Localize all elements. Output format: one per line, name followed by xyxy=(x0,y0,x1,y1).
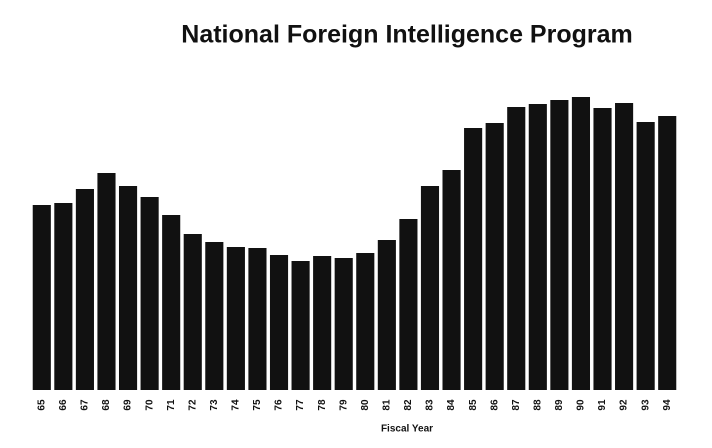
x-tick-label: 91 xyxy=(597,399,608,411)
x-tick-label: 92 xyxy=(619,399,630,411)
bar xyxy=(593,108,612,390)
bar xyxy=(334,258,353,390)
x-tick-label: 89 xyxy=(554,399,565,411)
x-tick-label: 74 xyxy=(231,399,242,411)
chart-title: National Foreign Intelligence Program xyxy=(181,21,632,49)
bar xyxy=(507,107,526,390)
x-tick-label: 65 xyxy=(36,399,47,411)
bar xyxy=(54,203,73,390)
bar xyxy=(140,197,159,390)
bar xyxy=(636,122,655,390)
x-tick-label: 87 xyxy=(511,399,522,411)
bar xyxy=(399,219,418,390)
x-tick-label: 66 xyxy=(58,399,69,411)
bar xyxy=(485,123,504,390)
x-axis-label: Fiscal Year xyxy=(381,424,433,435)
bar xyxy=(615,103,634,390)
bar xyxy=(550,100,569,390)
bar xyxy=(528,104,547,390)
bar xyxy=(291,261,310,390)
x-tick-label: 82 xyxy=(403,399,414,411)
x-tick-label: 93 xyxy=(640,399,651,411)
bar xyxy=(356,253,375,390)
bar xyxy=(464,128,483,390)
x-tick-label: 86 xyxy=(489,399,500,411)
x-tick-label: 90 xyxy=(576,399,587,411)
bar xyxy=(32,205,51,390)
x-tick-label: 78 xyxy=(317,399,328,411)
bar xyxy=(226,247,245,390)
x-tick-label: 85 xyxy=(468,399,479,411)
x-tick-label: 68 xyxy=(101,399,112,411)
bar xyxy=(269,255,289,390)
bar xyxy=(442,170,461,390)
x-tick-label: 73 xyxy=(209,399,220,411)
bar xyxy=(420,186,440,390)
x-tick-label: 84 xyxy=(446,399,457,411)
bar xyxy=(162,215,181,390)
x-tick-label: 94 xyxy=(662,399,673,411)
bar xyxy=(658,116,677,390)
x-tick-label: 77 xyxy=(295,399,306,411)
bar xyxy=(183,234,202,390)
bar xyxy=(571,97,591,390)
x-tick-label: 72 xyxy=(187,399,198,411)
bar xyxy=(118,186,138,390)
x-tick-label: 81 xyxy=(381,399,392,411)
bar xyxy=(377,240,396,390)
bar xyxy=(313,256,332,390)
bar xyxy=(97,173,116,390)
x-tick-label: 69 xyxy=(123,399,134,411)
x-tick-label: 70 xyxy=(144,399,155,411)
x-tick-label: 79 xyxy=(338,399,349,411)
x-tick-label: 75 xyxy=(252,399,263,411)
bar xyxy=(205,242,224,390)
x-tick-label: 71 xyxy=(166,399,177,411)
x-tick-label: 80 xyxy=(360,399,371,411)
bar xyxy=(248,248,267,390)
x-tick-label: 83 xyxy=(425,399,436,411)
x-tick-label: 76 xyxy=(274,399,285,411)
x-tick-label: 67 xyxy=(80,399,91,411)
x-tick-label: 88 xyxy=(532,399,543,411)
bar xyxy=(75,189,94,390)
